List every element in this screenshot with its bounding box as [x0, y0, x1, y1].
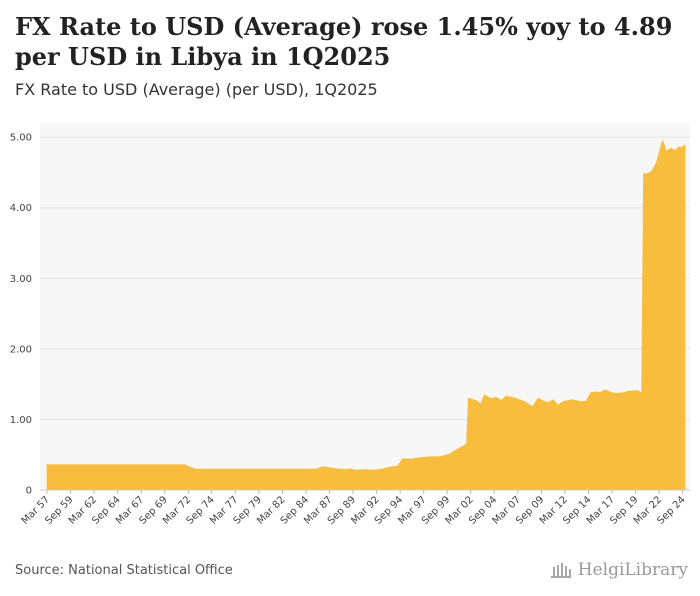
chart-subtitle: FX Rate to USD (Average) (per USD), 1Q20… [15, 80, 378, 99]
y-tick-label: 0 [26, 486, 32, 497]
y-tick-label: 2.00 [10, 344, 32, 355]
y-tick-label: 3.00 [10, 274, 32, 285]
chart-header: FX Rate to USD (Average) rose 1.45% yoy … [15, 12, 685, 99]
area-series [46, 139, 686, 491]
logo-text: HelgiLibrary [577, 560, 688, 580]
source-note: Source: National Statistical Office [15, 563, 233, 578]
library-building-icon [550, 563, 571, 578]
chart-title: FX Rate to USD (Average) rose 1.45% yoy … [15, 12, 673, 71]
helgi-library-logo: HelgiLibrary [550, 560, 688, 580]
y-tick-label: 1.00 [10, 415, 32, 426]
y-tick-label: 5.00 [10, 133, 32, 144]
y-tick-label: 4.00 [10, 203, 32, 214]
